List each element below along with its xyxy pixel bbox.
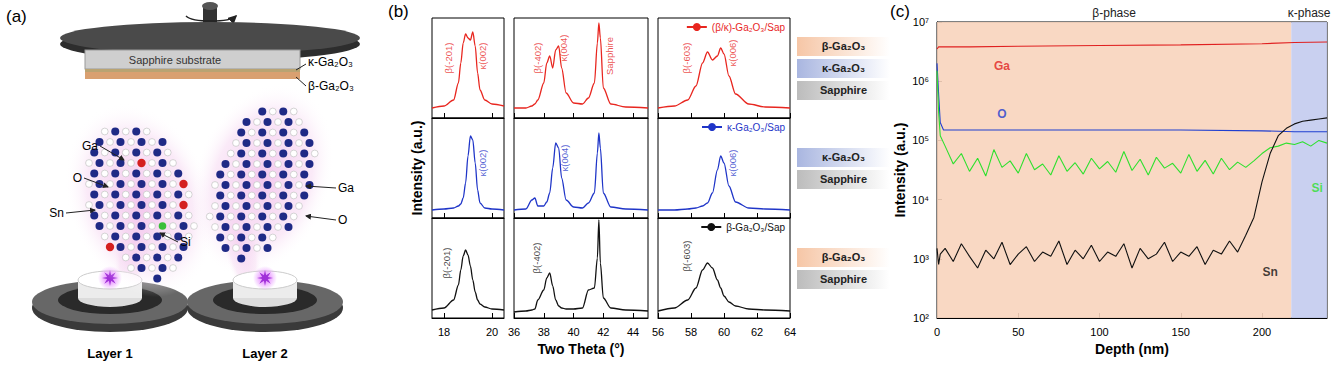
svg-text:18: 18 xyxy=(438,326,450,338)
html-text:Sapphire: Sapphire xyxy=(820,272,867,285)
svg-text:β-phase: β-phase xyxy=(1092,6,1136,20)
svg-text:Sapphire substrate: Sapphire substrate xyxy=(129,54,221,66)
svg-text:Sn: Sn xyxy=(1262,265,1277,279)
svg-text:κ(006): κ(006) xyxy=(727,150,738,177)
svg-text:κ(006): κ(006) xyxy=(727,40,738,67)
svg-text:Sn: Sn xyxy=(49,206,64,220)
svg-text:64: 64 xyxy=(784,326,796,338)
html-text:(c): (c) xyxy=(890,2,910,21)
svg-text:Sapphire: Sapphire xyxy=(604,37,615,75)
svg-text:β(-201): β(-201) xyxy=(441,248,452,279)
svg-text:Layer 1: Layer 1 xyxy=(87,346,133,361)
svg-text:150: 150 xyxy=(1172,326,1190,338)
svg-text:58: 58 xyxy=(685,326,697,338)
svg-text:(a): (a) xyxy=(6,7,27,26)
svg-text:10⁷: 10⁷ xyxy=(913,16,929,28)
svg-text:Ga: Ga xyxy=(994,59,1010,73)
svg-text:10⁶: 10⁶ xyxy=(912,75,929,87)
svg-text:Intensity (a.u.): Intensity (a.u.) xyxy=(892,123,908,218)
svg-text:10⁵: 10⁵ xyxy=(912,134,929,146)
svg-text:50: 50 xyxy=(1012,326,1024,338)
svg-text:β-Ga₂O₃/Sap: β-Ga₂O₃/Sap xyxy=(726,222,785,233)
svg-text:62: 62 xyxy=(751,326,763,338)
svg-text:10³: 10³ xyxy=(913,253,929,265)
svg-text:44: 44 xyxy=(627,326,639,338)
svg-text:κ(004): κ(004) xyxy=(558,34,570,62)
svg-text:Si: Si xyxy=(180,235,191,249)
svg-text:κ-phase: κ-phase xyxy=(1288,6,1331,20)
html-text:(b): (b) xyxy=(388,2,409,21)
html-text:β-Ga₂O₃: β-Ga₂O₃ xyxy=(821,250,866,263)
html-text:β-Ga₂O₃: β-Ga₂O₃ xyxy=(821,39,866,52)
svg-text:Two Theta (°): Two Theta (°) xyxy=(538,341,625,357)
svg-text:(β/κ)-Ga₂O₃/Sap: (β/κ)-Ga₂O₃/Sap xyxy=(712,22,786,33)
svg-text:42: 42 xyxy=(597,326,609,338)
svg-text:Si: Si xyxy=(1312,181,1323,195)
svg-text:Depth (nm): Depth (nm) xyxy=(1095,341,1169,357)
svg-text:40: 40 xyxy=(567,326,579,338)
svg-text:β(-603): β(-603) xyxy=(681,241,692,272)
svg-text:Intensity (a.u.): Intensity (a.u.) xyxy=(409,121,425,216)
svg-text:β-Ga₂O₃: β-Ga₂O₃ xyxy=(308,79,354,93)
svg-text:κ-Ga₂O₃: κ-Ga₂O₃ xyxy=(308,55,353,69)
html-text:Sapphire: Sapphire xyxy=(820,83,867,96)
svg-text:20: 20 xyxy=(486,326,498,338)
svg-text:10⁴: 10⁴ xyxy=(912,194,929,206)
svg-text:100: 100 xyxy=(1090,326,1108,338)
svg-text:κ(002): κ(002) xyxy=(477,43,488,70)
svg-text:κ-Ga₂O₃/Sap: κ-Ga₂O₃/Sap xyxy=(727,122,785,133)
svg-text:β(-402): β(-402) xyxy=(532,43,543,74)
svg-text:38: 38 xyxy=(538,326,550,338)
svg-text:10²: 10² xyxy=(913,312,929,324)
svg-text:κ(002): κ(002) xyxy=(477,150,488,177)
svg-text:β(-603): β(-603) xyxy=(681,43,692,74)
svg-text:β(-201): β(-201) xyxy=(443,43,454,74)
html-text:Sapphire: Sapphire xyxy=(820,172,867,185)
svg-text:Ga: Ga xyxy=(338,181,354,195)
svg-text:κ(004): κ(004) xyxy=(559,144,571,172)
html-text:κ-Ga₂O₃: κ-Ga₂O₃ xyxy=(822,61,865,74)
svg-text:56: 56 xyxy=(652,326,664,338)
svg-text:O: O xyxy=(338,213,347,227)
svg-text:0: 0 xyxy=(934,326,940,338)
svg-text:Ga: Ga xyxy=(82,139,98,153)
svg-text:Layer 2: Layer 2 xyxy=(242,346,288,361)
svg-text:60: 60 xyxy=(718,326,730,338)
svg-text:O: O xyxy=(997,107,1006,121)
svg-text:O: O xyxy=(73,171,82,185)
svg-text:36: 36 xyxy=(508,326,520,338)
html-text:κ-Ga₂O₃: κ-Ga₂O₃ xyxy=(822,150,865,163)
svg-text:200: 200 xyxy=(1253,326,1271,338)
svg-text:β(-402): β(-402) xyxy=(531,243,542,274)
